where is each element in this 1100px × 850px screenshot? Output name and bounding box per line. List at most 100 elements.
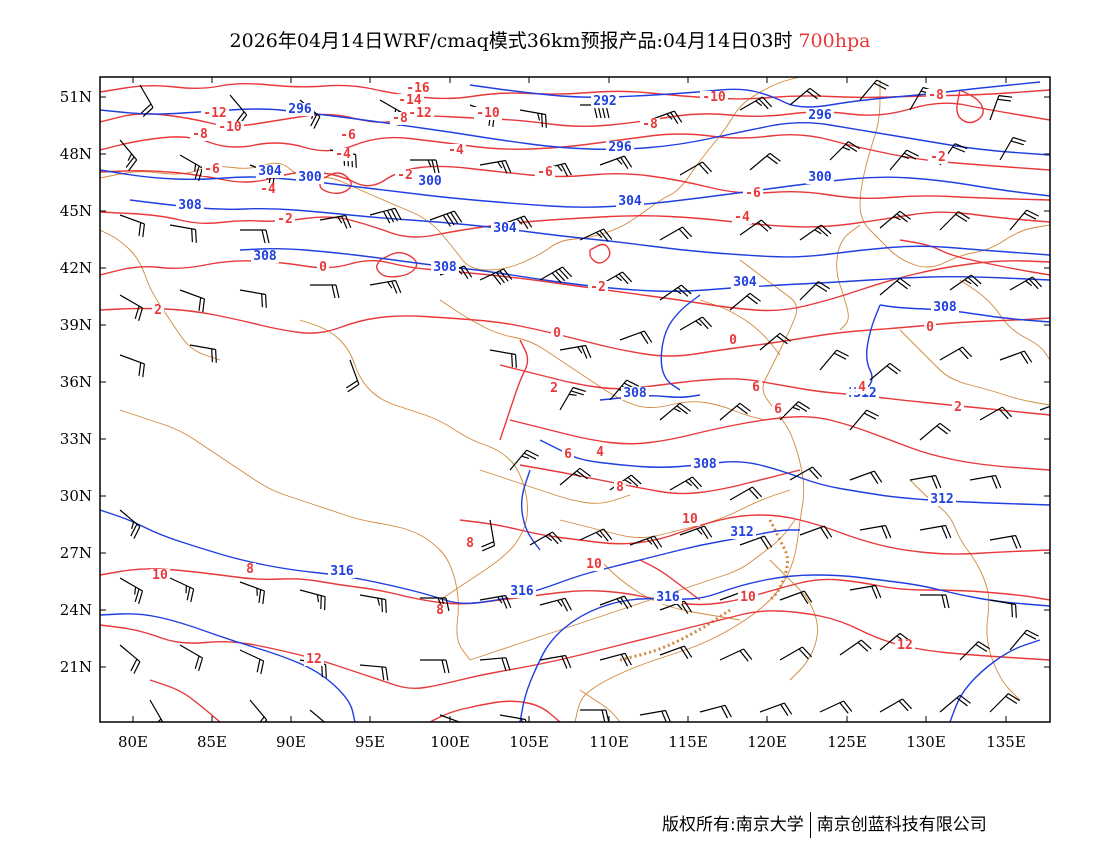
temperature-label-bg — [258, 183, 278, 196]
temperature-label-bg — [680, 513, 700, 526]
temperature-label: 0 — [729, 333, 737, 348]
height-isoline — [520, 469, 541, 551]
wind-barb — [989, 534, 1022, 549]
temperature-isoline — [100, 260, 1050, 312]
wind-barb — [679, 161, 713, 176]
wind-barb — [519, 109, 547, 128]
height-label: 296 — [808, 108, 832, 123]
temperature-label: -6 — [745, 186, 761, 201]
wind-barb — [239, 289, 267, 308]
temperature-label-bg — [338, 129, 358, 142]
height-label: 296 — [608, 140, 632, 155]
boundary-line — [769, 559, 818, 681]
wind-barb — [439, 714, 461, 722]
wind-barb — [699, 704, 732, 719]
lat-label: 42N — [60, 259, 92, 277]
wind-barb — [539, 654, 572, 669]
boundary-line — [439, 299, 766, 421]
wind-barb — [849, 584, 882, 599]
wind-barb — [959, 641, 991, 661]
wind-barb — [849, 470, 883, 485]
wind-barb — [240, 229, 270, 244]
wind-barb — [939, 346, 973, 361]
temperature-label: 0 — [319, 260, 327, 275]
height-label: 304 — [733, 275, 757, 290]
temperature-label-bg — [588, 281, 608, 294]
wind-barb — [345, 359, 360, 393]
wind-barb — [719, 402, 751, 421]
boundaries-layer — [100, 77, 1050, 722]
wind-barb — [179, 644, 204, 671]
height-label: 316 — [510, 584, 534, 599]
wind-barb — [869, 362, 901, 381]
wind-barb — [189, 344, 217, 363]
wind-barb — [619, 330, 653, 345]
height-label-bg — [491, 222, 519, 235]
temperature-label-bg — [317, 261, 329, 274]
height-isoline — [949, 639, 1041, 722]
height-label-bg — [176, 199, 204, 212]
wind-barb — [799, 224, 832, 241]
temperature-label: -8 — [192, 127, 208, 142]
wind-barb — [799, 525, 833, 540]
wind-barb — [559, 386, 586, 411]
lat-label: 45N — [60, 202, 92, 220]
temperature-isoline — [956, 89, 984, 124]
wind-barb — [679, 525, 713, 540]
temperature-label: -12 — [203, 106, 226, 121]
height-label-bg — [728, 526, 756, 539]
title-main: 2026年04月14日WRF/cmaq模式36km预报产品:04月14日03时 — [229, 30, 793, 52]
temperature-isoline — [429, 700, 561, 722]
wind-barb — [659, 402, 691, 421]
height-isoline — [519, 574, 1050, 722]
height-label-bg — [606, 141, 634, 154]
temperature-label: -10 — [218, 120, 242, 135]
wind-barb — [859, 524, 892, 539]
lon-label: 105E — [509, 733, 549, 751]
wind-barb — [659, 600, 693, 615]
wind-barb — [829, 141, 861, 161]
height-label-bg — [296, 171, 324, 184]
wind-barb — [920, 594, 950, 609]
copyright-label: 版权所有: — [662, 815, 736, 835]
temperature-label-bg — [924, 321, 936, 334]
wind-barb — [719, 648, 753, 662]
wind-barb — [489, 349, 517, 368]
wind-barb — [139, 84, 154, 118]
wind-barb — [119, 214, 145, 238]
wind-barb — [919, 524, 952, 539]
temperature-label-bg — [396, 94, 424, 107]
height-label-bg — [616, 195, 644, 208]
temperature-label: 8 — [616, 480, 624, 495]
wind-barb — [599, 595, 633, 610]
height-label-bg — [256, 165, 284, 178]
wind-barb — [819, 700, 853, 714]
boundary-line — [899, 329, 1050, 406]
wind-barb — [859, 79, 889, 101]
temperature-label-bg — [201, 107, 229, 120]
temperature-label-bg — [404, 82, 432, 95]
temperature-isoline — [459, 514, 1050, 555]
footer: 版权所有:南京大学 南京创蓝科技有限公司 — [662, 810, 987, 838]
wind-barb — [369, 279, 402, 294]
wind-barb — [579, 528, 613, 542]
height-label: 308 — [433, 260, 457, 275]
height-label-bg — [431, 261, 459, 274]
boundary-line — [699, 299, 781, 356]
temperature-label-bg — [548, 382, 560, 395]
temperature-label: -8 — [642, 117, 658, 132]
height-label-bg — [691, 458, 719, 471]
wind-barb — [939, 694, 971, 713]
height-label: 300 — [808, 170, 832, 185]
wind-barb — [659, 284, 692, 301]
height-label-bg — [591, 95, 619, 108]
wind-barb — [509, 449, 539, 471]
height-isoline — [879, 304, 1050, 323]
temperature-label-bg — [202, 163, 222, 176]
boundary-line — [559, 489, 791, 538]
wind-barb — [609, 379, 639, 401]
temperature-label: -4 — [734, 210, 750, 225]
temperature-label-bg — [772, 403, 784, 416]
contour-labels-layer: 292 296 296 296 300 300 300 304 304 304 304 308 308 3… — [150, 81, 964, 667]
height-label-bg — [928, 493, 956, 506]
